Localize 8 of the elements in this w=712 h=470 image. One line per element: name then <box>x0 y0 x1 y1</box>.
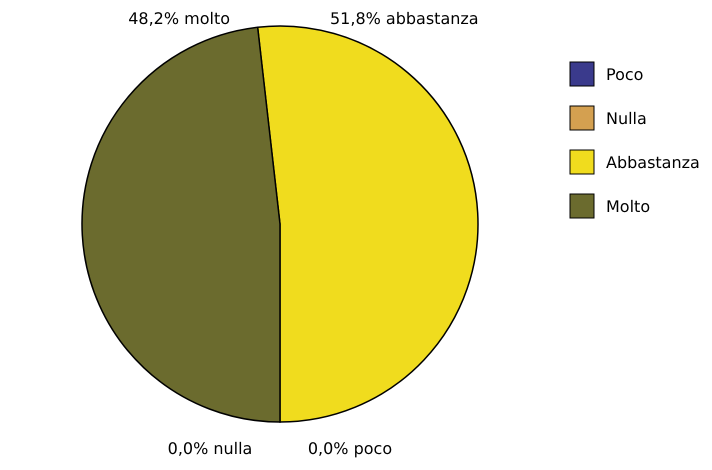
legend-label: Nulla <box>606 109 647 128</box>
data-label: 48,2% molto <box>128 9 230 28</box>
text: 0,0% poco <box>308 439 392 458</box>
data-label: 51,8% abbastanza <box>330 9 479 28</box>
legend-label: Abbastanza <box>606 153 700 172</box>
legend-label: Molto <box>606 197 650 216</box>
legend-label: Poco <box>606 65 644 84</box>
text: 0,0% nulla <box>168 439 252 458</box>
